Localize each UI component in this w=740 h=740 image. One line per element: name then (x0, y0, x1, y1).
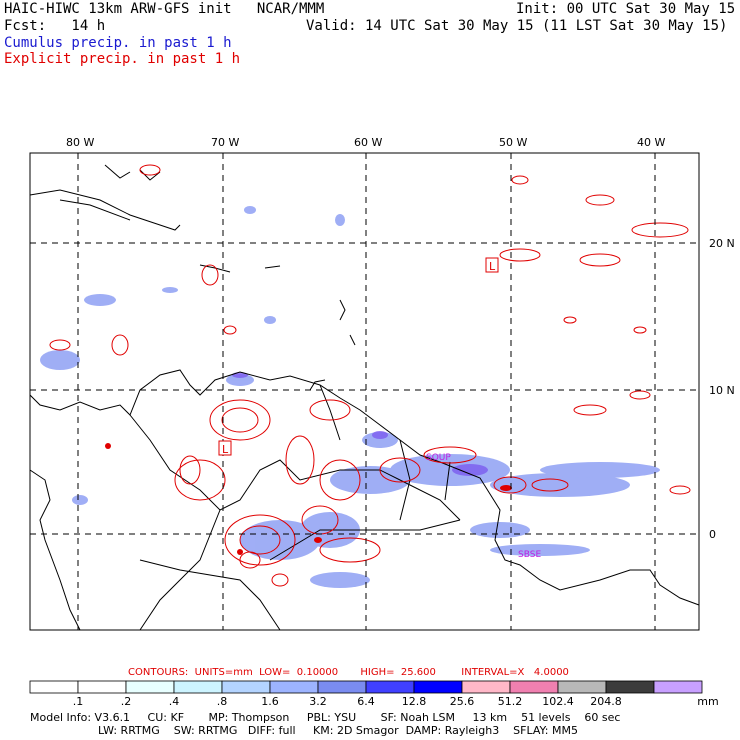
station-label: SBSE (518, 550, 541, 560)
colorbar-swatch (557, 680, 607, 694)
colorbar-swatch (653, 680, 703, 694)
valid-time: Valid: 14 UTC Sat 30 May 15 (11 LST Sat … (306, 18, 728, 34)
lat-label: 0 (709, 528, 716, 541)
colorbar-swatch (125, 680, 175, 694)
explicit-precip (49, 164, 691, 587)
colorbar-tick-label: .1 (72, 695, 84, 708)
colorbar-tick-label: .4 (168, 695, 180, 708)
coastlines (29, 164, 700, 631)
lon-label: 40 W (637, 136, 665, 149)
cumulus-heavy (232, 372, 488, 476)
contour-info: CONTOURS: UNITS=mm LOW= 0.10000 HIGH= 25… (128, 667, 569, 678)
colorbar-swatch (29, 680, 79, 694)
colorbar-tick-label: .2 (120, 695, 132, 708)
low-marker: L (218, 440, 232, 456)
colorbar-swatch (365, 680, 415, 694)
forecast-hour: Fcst: 14 h (4, 18, 106, 34)
explicit-legend: Explicit precip. in past 1 h (4, 51, 241, 67)
colorbar-tick-label: 12.8 (401, 695, 427, 708)
colorbar-swatch (173, 680, 223, 694)
low-marker: L (485, 257, 499, 273)
model-info-line1: Model Info: V3.6.1 CU: KF MP: Thompson P… (30, 711, 621, 724)
colorbar-swatch (77, 680, 127, 694)
init-time: Init: 00 UTC Sat 30 May 15 (516, 1, 736, 17)
lon-label: 50 W (499, 136, 527, 149)
lat-label: 10 N (709, 384, 735, 397)
colorbar-swatch (605, 680, 655, 694)
map-title: HAIC-HIWC 13km ARW-GFS init NCAR/MMM (4, 1, 325, 17)
colorbar-tick-label: 6.4 (357, 695, 375, 708)
colorbar-unit: mm (697, 695, 719, 708)
station-label: SOUP (426, 453, 451, 463)
precip-colorbar (29, 680, 703, 694)
lat-label: 20 N (709, 237, 735, 250)
colorbar-tick-label: 102.4 (542, 695, 574, 708)
colorbar-tick-label: 204.8 (590, 695, 622, 708)
svg-text:L: L (489, 260, 496, 273)
colorbar-swatch (221, 680, 271, 694)
colorbar-tick-label: 3.2 (309, 695, 327, 708)
colorbar-swatch (317, 680, 367, 694)
lon-label: 70 W (211, 136, 239, 149)
map-frame (29, 152, 700, 631)
colorbar-swatch (461, 680, 511, 694)
colorbar-tick-label: 25.6 (449, 695, 475, 708)
colorbar-tick-label: .8 (216, 695, 228, 708)
lat-lon-grid (30, 153, 699, 630)
cumulus-legend: Cumulus precip. in past 1 h (4, 35, 232, 51)
explicit-precip-heavy (105, 443, 512, 555)
colorbar-swatch (269, 680, 319, 694)
svg-text:L: L (222, 443, 229, 456)
model-info-line2: LW: RRTMG SW: RRTMG DIFF: full KM: 2D Sm… (98, 724, 578, 737)
colorbar-tick-label: 51.2 (497, 695, 523, 708)
colorbar-swatch (509, 680, 559, 694)
lon-label: 80 W (66, 136, 94, 149)
colorbar-tick-label: 1.6 (261, 695, 279, 708)
lon-label: 60 W (354, 136, 382, 149)
colorbar-swatch (413, 680, 463, 694)
